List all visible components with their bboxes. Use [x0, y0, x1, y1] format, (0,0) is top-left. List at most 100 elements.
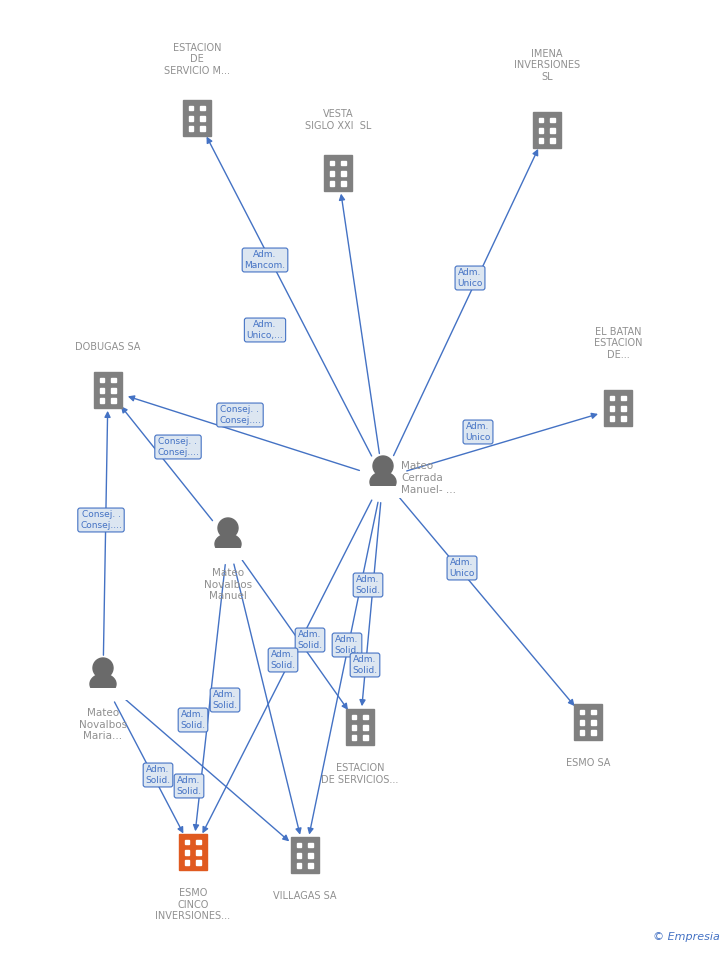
- FancyBboxPatch shape: [591, 709, 596, 714]
- Ellipse shape: [370, 472, 396, 492]
- FancyBboxPatch shape: [363, 735, 368, 740]
- Text: Adm.
Solid.: Adm. Solid.: [181, 710, 205, 730]
- FancyBboxPatch shape: [308, 843, 312, 848]
- Text: ESTACION
DE SERVICIOS...: ESTACION DE SERVICIOS...: [321, 763, 399, 784]
- FancyBboxPatch shape: [604, 390, 632, 426]
- FancyBboxPatch shape: [357, 486, 409, 498]
- FancyBboxPatch shape: [574, 704, 602, 740]
- Text: DOBUGAS SA: DOBUGAS SA: [75, 342, 141, 352]
- FancyBboxPatch shape: [196, 851, 200, 854]
- FancyBboxPatch shape: [550, 138, 555, 143]
- Text: Adm.
Solid.: Adm. Solid.: [213, 690, 237, 709]
- FancyBboxPatch shape: [308, 853, 312, 857]
- FancyBboxPatch shape: [346, 709, 374, 745]
- FancyBboxPatch shape: [591, 720, 596, 725]
- FancyBboxPatch shape: [189, 127, 194, 131]
- FancyBboxPatch shape: [291, 837, 319, 873]
- FancyBboxPatch shape: [179, 834, 207, 870]
- FancyBboxPatch shape: [111, 378, 116, 382]
- FancyBboxPatch shape: [202, 548, 254, 560]
- Text: Consej. .
Consej....: Consej. . Consej....: [219, 405, 261, 424]
- FancyBboxPatch shape: [189, 106, 194, 110]
- Text: IMENA
INVERSIONES
SL: IMENA INVERSIONES SL: [514, 49, 580, 82]
- Text: © Еmpresia: © Еmpresia: [653, 932, 720, 942]
- FancyBboxPatch shape: [352, 715, 357, 719]
- FancyBboxPatch shape: [609, 417, 614, 420]
- FancyBboxPatch shape: [196, 860, 200, 865]
- FancyBboxPatch shape: [609, 406, 614, 411]
- Text: EL BATAN
ESTACION
DE...: EL BATAN ESTACION DE...: [594, 326, 642, 360]
- FancyBboxPatch shape: [579, 731, 585, 734]
- Text: Adm.
Solid.: Adm. Solid.: [176, 777, 202, 796]
- FancyBboxPatch shape: [341, 181, 346, 186]
- FancyBboxPatch shape: [363, 715, 368, 719]
- FancyBboxPatch shape: [591, 731, 596, 734]
- Text: Adm.
Solid.: Adm. Solid.: [355, 575, 381, 594]
- Circle shape: [373, 456, 393, 476]
- FancyBboxPatch shape: [199, 127, 205, 131]
- FancyBboxPatch shape: [330, 181, 334, 186]
- FancyBboxPatch shape: [330, 161, 334, 165]
- FancyBboxPatch shape: [550, 129, 555, 132]
- Text: Adm.
Unico,...: Adm. Unico,...: [247, 321, 283, 340]
- Text: Adm.
Unico: Adm. Unico: [449, 559, 475, 578]
- Text: Adm.
Solid.: Adm. Solid.: [352, 656, 378, 675]
- FancyBboxPatch shape: [609, 396, 614, 400]
- Text: VESTA
SIGLO XXI  SL: VESTA SIGLO XXI SL: [305, 109, 371, 131]
- FancyBboxPatch shape: [621, 417, 625, 420]
- FancyBboxPatch shape: [550, 118, 555, 122]
- Text: ESMO
CINCO
INVERSIONES...: ESMO CINCO INVERSIONES...: [156, 888, 231, 922]
- Ellipse shape: [215, 534, 241, 554]
- FancyBboxPatch shape: [308, 863, 312, 868]
- Text: Adm.
Unico: Adm. Unico: [465, 422, 491, 442]
- FancyBboxPatch shape: [111, 398, 116, 403]
- Text: Adm.
Unico: Adm. Unico: [457, 268, 483, 288]
- FancyBboxPatch shape: [100, 388, 104, 393]
- FancyBboxPatch shape: [183, 100, 211, 136]
- FancyBboxPatch shape: [533, 112, 561, 148]
- FancyBboxPatch shape: [539, 129, 543, 132]
- FancyBboxPatch shape: [341, 171, 346, 176]
- Text: ESTACION
DE
SERVICIO M...: ESTACION DE SERVICIO M...: [164, 43, 230, 76]
- FancyBboxPatch shape: [621, 396, 625, 400]
- Text: Mateo
Novalbos
Manuel: Mateo Novalbos Manuel: [204, 568, 252, 601]
- Text: Adm.
Mancom.: Adm. Mancom.: [245, 251, 285, 270]
- FancyBboxPatch shape: [296, 853, 301, 857]
- FancyBboxPatch shape: [77, 688, 129, 700]
- FancyBboxPatch shape: [189, 116, 194, 121]
- Text: Consej. .
Consej....: Consej. . Consej....: [80, 511, 122, 530]
- Circle shape: [93, 658, 113, 678]
- FancyBboxPatch shape: [111, 388, 116, 393]
- FancyBboxPatch shape: [352, 725, 357, 730]
- FancyBboxPatch shape: [341, 161, 346, 165]
- FancyBboxPatch shape: [579, 720, 585, 725]
- Text: ESMO SA: ESMO SA: [566, 758, 610, 768]
- Text: Adm.
Solid.: Adm. Solid.: [334, 636, 360, 655]
- FancyBboxPatch shape: [196, 840, 200, 844]
- FancyBboxPatch shape: [539, 118, 543, 122]
- FancyBboxPatch shape: [100, 398, 104, 403]
- Circle shape: [218, 518, 238, 538]
- Ellipse shape: [90, 674, 116, 694]
- Text: VILLAGAS SA: VILLAGAS SA: [273, 891, 337, 901]
- Text: Mateo
Novalbos
Maria...: Mateo Novalbos Maria...: [79, 708, 127, 741]
- FancyBboxPatch shape: [539, 138, 543, 143]
- FancyBboxPatch shape: [296, 843, 301, 848]
- FancyBboxPatch shape: [199, 106, 205, 110]
- FancyBboxPatch shape: [185, 851, 189, 854]
- FancyBboxPatch shape: [185, 860, 189, 865]
- FancyBboxPatch shape: [352, 735, 357, 740]
- Text: Consej. .
Consej....: Consej. . Consej....: [157, 438, 199, 457]
- Text: Adm.
Solid.: Adm. Solid.: [270, 650, 296, 670]
- FancyBboxPatch shape: [324, 155, 352, 191]
- FancyBboxPatch shape: [199, 116, 205, 121]
- FancyBboxPatch shape: [579, 709, 585, 714]
- FancyBboxPatch shape: [100, 378, 104, 382]
- FancyBboxPatch shape: [296, 863, 301, 868]
- FancyBboxPatch shape: [94, 372, 122, 408]
- Text: Adm.
Solid.: Adm. Solid.: [146, 765, 170, 784]
- FancyBboxPatch shape: [621, 406, 625, 411]
- Text: Adm.
Solid.: Adm. Solid.: [298, 631, 323, 650]
- FancyBboxPatch shape: [363, 725, 368, 730]
- Text: Mateo
Cerrada
Manuel- ...: Mateo Cerrada Manuel- ...: [401, 462, 456, 494]
